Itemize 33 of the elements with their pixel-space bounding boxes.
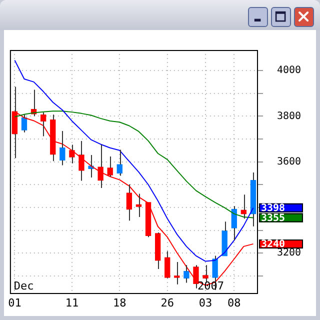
candlestick <box>240 194 247 220</box>
candlestick <box>154 232 161 270</box>
x-tick-label: 18 <box>113 296 126 310</box>
candlestick <box>69 144 75 164</box>
candlestick <box>126 184 132 222</box>
candlestick <box>136 193 142 218</box>
candlestick <box>222 221 228 256</box>
candlestick <box>116 149 122 176</box>
candlestick <box>98 144 104 189</box>
candlestick <box>78 140 84 182</box>
candlestick <box>250 172 256 227</box>
x-tick-label: 03 <box>198 296 212 310</box>
candlestick <box>21 114 28 133</box>
x-tick-label: 26 <box>160 296 174 310</box>
candlestick <box>164 250 170 278</box>
candlestick <box>107 156 113 178</box>
data-label: 3355 <box>261 212 286 224</box>
y-tick-label: 3600 <box>277 156 302 168</box>
candlestick <box>184 264 190 284</box>
data-label: 3398 <box>261 202 286 214</box>
y-tick-label: 4000 <box>277 65 302 76</box>
y-tick-label: 3800 <box>277 110 302 122</box>
candlestick <box>50 114 56 162</box>
candlestick <box>231 206 237 241</box>
x-tick-label: 11 <box>65 296 79 310</box>
x-tick-label: 01 <box>8 296 22 310</box>
candlestick <box>145 202 152 238</box>
candlestick <box>202 264 208 283</box>
x-tick-label: 08 <box>228 296 241 310</box>
candlestick <box>174 261 180 285</box>
y-tick-label: 3200 <box>277 248 302 259</box>
candlestick <box>60 130 66 166</box>
annotation: Dec <box>14 279 34 292</box>
